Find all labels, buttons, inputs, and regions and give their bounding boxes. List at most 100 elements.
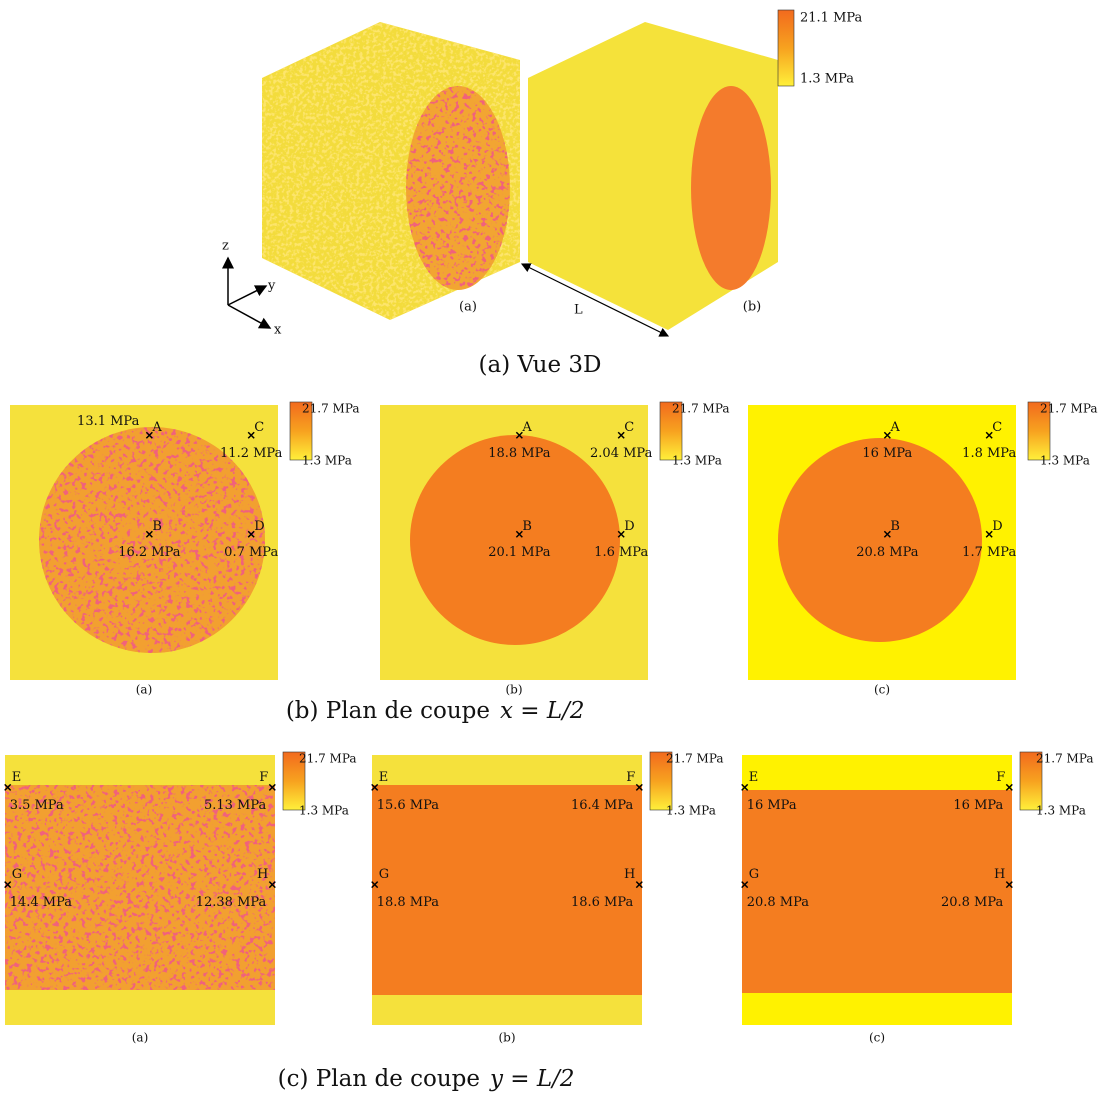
point-name: E (749, 770, 759, 785)
point-name: A (521, 420, 532, 435)
axis-label: y (267, 279, 276, 294)
marker (371, 881, 379, 889)
point-value: 16 MPa (953, 798, 1003, 813)
point-value: 20.1 MPa (488, 545, 551, 560)
marker (635, 881, 643, 889)
point-name: C (992, 420, 1002, 435)
length-arrow (520, 263, 670, 337)
colorbar-max: 21.7 MPa (666, 752, 724, 766)
texture (5, 785, 275, 990)
marker (985, 530, 993, 538)
point-name: G (379, 867, 389, 882)
marker (985, 431, 993, 439)
marker (145, 530, 153, 538)
point-value: 1.8 MPa (962, 446, 1016, 461)
colorbar-max: 21.7 MPa (1036, 752, 1094, 766)
marker (635, 783, 643, 791)
point-value: 18.8 MPa (488, 446, 551, 461)
panel-label: (c) (869, 1031, 885, 1045)
point-name: B (152, 519, 162, 534)
point-name: F (996, 770, 1005, 785)
marker (1005, 881, 1013, 889)
point-name: D (254, 519, 264, 534)
axis-y (227, 285, 268, 306)
point-value: 18.6 MPa (571, 895, 634, 910)
marker (371, 783, 379, 791)
marker (515, 431, 523, 439)
colorbar-min: 1.3 MPa (800, 72, 854, 87)
panel-label: (a) (136, 683, 153, 697)
marker (247, 530, 255, 538)
point-name: C (254, 420, 264, 435)
marker (4, 783, 12, 791)
point-value: 20.8 MPa (747, 895, 810, 910)
panel-label: (c) (874, 683, 890, 697)
panel-label: (a) (132, 1031, 149, 1045)
inclusion (410, 435, 620, 645)
colorbar-min: 1.3 MPa (1040, 454, 1090, 468)
point-name: F (259, 770, 268, 785)
marker (268, 783, 276, 791)
inclusion (778, 438, 982, 642)
caption: (c) Plan de coupe (278, 1066, 480, 1092)
point-value: 1.6 MPa (594, 545, 648, 560)
colorbar (649, 751, 673, 811)
point-name: E (379, 770, 389, 785)
axis-x (227, 304, 272, 329)
colorbar (1019, 751, 1043, 811)
point-value: 15.6 MPa (377, 798, 440, 813)
colorbar-max: 21.7 MPa (302, 402, 360, 416)
point-name: D (624, 519, 634, 534)
panel-label: (b) (498, 1031, 515, 1045)
point-value: 14.4 MPa (10, 895, 73, 910)
marker (741, 881, 749, 889)
point-name: B (522, 519, 532, 534)
point-value: 11.2 MPa (220, 446, 283, 461)
point-value: 2.04 MPa (590, 446, 653, 461)
view-3d (222, 9, 795, 337)
point-name: D (992, 519, 1002, 534)
point-name: H (624, 867, 635, 882)
marker (247, 431, 255, 439)
inclusion-b (691, 86, 771, 290)
colorbar-min: 1.3 MPa (666, 804, 716, 818)
colorbar (1027, 401, 1051, 461)
length-label: L (574, 303, 583, 318)
caption: (b) Plan de coupe (286, 698, 490, 724)
point-name: A (151, 420, 162, 435)
caption: (a) Vue 3D (479, 352, 602, 378)
point-name: H (257, 867, 268, 882)
point-value: 16 MPa (862, 446, 912, 461)
colorbar-max: 21.1 MPa (800, 11, 863, 26)
point-value: 16.4 MPa (571, 798, 634, 813)
point-value: 3.5 MPa (10, 798, 64, 813)
point-value: 20.8 MPa (856, 545, 919, 560)
inclusion (372, 785, 642, 995)
point-name: C (624, 420, 634, 435)
caption-math: x = L/2 (500, 698, 585, 724)
panel-label: (a) (459, 300, 477, 315)
point-name: A (889, 420, 900, 435)
colorbar (282, 751, 306, 811)
point-name: B (890, 519, 900, 534)
point-name: G (12, 867, 22, 882)
colorbar (289, 401, 313, 461)
marker (883, 431, 891, 439)
point-name: G (749, 867, 759, 882)
point-value: 1.7 MPa (962, 545, 1016, 560)
colorbar-min: 1.3 MPa (672, 454, 722, 468)
marker (1005, 783, 1013, 791)
colorbar-min: 1.3 MPa (1036, 804, 1086, 818)
inclusion (742, 790, 1012, 993)
marker (268, 881, 276, 889)
point-value: 16.2 MPa (118, 545, 181, 560)
point-value: 16 MPa (747, 798, 797, 813)
marker (617, 530, 625, 538)
point-value: 20.8 MPa (941, 895, 1004, 910)
point-value: 0.7 MPa (224, 545, 278, 560)
point-name: F (626, 770, 635, 785)
axis-label: z (222, 239, 229, 254)
marker (145, 431, 153, 439)
